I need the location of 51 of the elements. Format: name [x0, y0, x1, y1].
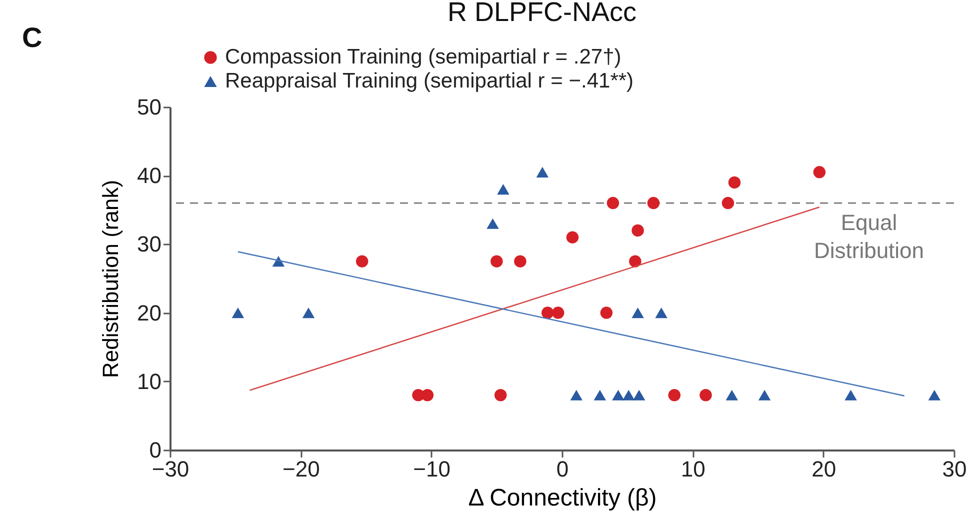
point: [758, 390, 771, 400]
point: [606, 196, 620, 210]
point: [622, 390, 635, 400]
x-tick-label: 20: [812, 456, 836, 482]
point: [632, 307, 644, 318]
x-tick-label: −20: [282, 456, 320, 482]
point: [728, 176, 741, 189]
point: [232, 307, 244, 318]
point: [421, 389, 434, 402]
y-tick-label: 40: [137, 163, 162, 188]
point: [594, 390, 606, 400]
y-tick-label: 30: [137, 232, 162, 257]
point: [928, 390, 941, 400]
point: [302, 307, 315, 318]
x-axis-title: Δ Connectivity (β): [468, 484, 657, 512]
point: [494, 389, 507, 402]
y-tick-label: 50: [137, 94, 162, 120]
point: [632, 224, 644, 237]
x-tick-label: 10: [680, 456, 706, 482]
point: [490, 255, 503, 268]
point: [700, 389, 712, 402]
y-tick-label: 20: [137, 300, 162, 326]
x-tick-label: 0: [556, 456, 569, 482]
point: [722, 196, 734, 210]
point: [647, 196, 660, 210]
point: [629, 255, 642, 268]
point: [356, 255, 368, 268]
chart-title: R DLPFC-NAcc: [447, 0, 637, 27]
point: [497, 184, 510, 195]
y-tick-label: 10: [137, 368, 162, 394]
point: [536, 166, 549, 178]
y-axis-title: Redistribution (rank): [98, 180, 124, 378]
point: [813, 166, 826, 178]
point: [486, 218, 499, 229]
ref-line-label: Equal Distribution: [814, 210, 924, 264]
text: C: [22, 22, 42, 53]
point: [844, 390, 857, 400]
x-tick-label: −10: [413, 456, 450, 482]
point: [668, 389, 680, 402]
point: [570, 390, 582, 400]
x-tick-label: 30: [942, 456, 967, 482]
legend-label: Reappraisal Training (semipartial r = −.41**): [225, 70, 634, 92]
point: [514, 255, 526, 268]
point: [600, 306, 613, 319]
point: [726, 390, 738, 400]
point: [566, 231, 579, 244]
legend-label: Compassion Training (semipartial r = .27†): [225, 46, 622, 68]
point: [552, 306, 564, 319]
point: [612, 390, 624, 400]
point: [655, 307, 668, 318]
point: [632, 390, 646, 400]
